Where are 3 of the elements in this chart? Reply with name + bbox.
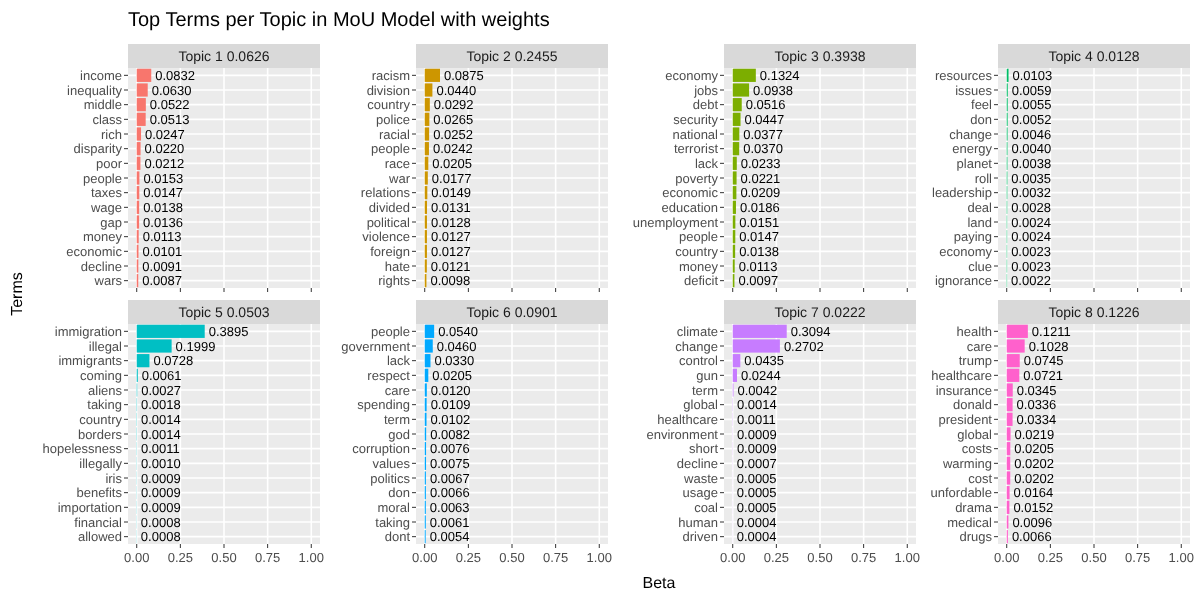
x-axis-title: Beta	[642, 574, 677, 592]
text: Top Terms per Topic in MoU Model with weights	[128, 10, 550, 32]
y-axis-title: Terms	[8, 272, 26, 316]
